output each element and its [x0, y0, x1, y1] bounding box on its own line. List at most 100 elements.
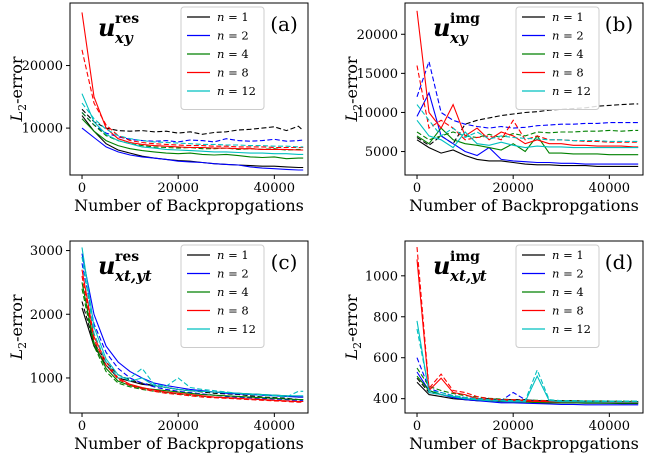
legend-box	[515, 6, 600, 110]
x-tick-label: 0	[78, 419, 86, 434]
panel-label: (b)	[605, 12, 633, 36]
y-tick-label: 15000	[357, 67, 398, 82]
axes-frame	[69, 2, 309, 176]
series-line	[81, 275, 304, 403]
legend-label: n = 4	[217, 47, 249, 61]
x-tick-label: 20000	[493, 419, 534, 434]
y-tick-label: 10000	[357, 106, 398, 121]
legend-label: n = 8	[552, 66, 584, 80]
x-tick-label: 40000	[254, 419, 295, 434]
series-line	[416, 320, 639, 403]
panel-title-sup: res	[115, 249, 139, 265]
series-line	[416, 371, 639, 406]
series-line	[81, 269, 304, 403]
series-line	[81, 49, 304, 149]
series-line	[416, 328, 639, 402]
legend-label: n = 4	[552, 47, 584, 61]
y-tick-label: 1000	[365, 269, 398, 284]
legend-label: n = 4	[552, 285, 584, 299]
panel-title: u	[98, 251, 115, 280]
y-tick-label: 800	[373, 310, 398, 325]
series-group	[81, 247, 304, 403]
y-tick-label: 5000	[365, 145, 398, 160]
x-axis-label: Number of Backpropgations	[409, 434, 639, 453]
panel-title-sub: xt,yt	[449, 267, 487, 285]
legend-label: n = 1	[552, 10, 584, 24]
series-line	[416, 139, 639, 167]
series-line	[81, 263, 304, 401]
panel-title-sub: xy	[449, 29, 469, 47]
series-group	[416, 247, 639, 406]
series-line	[416, 10, 639, 148]
series-line	[416, 119, 639, 149]
y-axis-label: L2-error	[342, 294, 364, 360]
legend-label: n = 8	[217, 66, 249, 80]
panel-title: u	[433, 13, 450, 42]
legend-box	[180, 244, 265, 348]
series-line	[81, 12, 304, 151]
panel-label: (c)	[271, 250, 298, 274]
panel-title-sub: xy	[114, 29, 134, 47]
legend-box	[515, 244, 600, 348]
legend-box	[180, 6, 265, 110]
x-axis-label: Number of Backpropgations	[74, 434, 304, 453]
series-line	[416, 59, 639, 129]
series-line	[81, 112, 304, 143]
axes-frame	[404, 2, 644, 176]
panel-title-sup: img	[450, 11, 480, 27]
axes-frame	[404, 240, 644, 414]
series-line	[416, 247, 639, 403]
x-axis-label: Number of Backpropgations	[74, 196, 304, 215]
legend-label: n = 8	[552, 304, 584, 318]
series-line	[81, 282, 304, 401]
y-axis-label: L2-error	[7, 56, 29, 122]
y-tick-label: 600	[373, 351, 398, 366]
legend-label: n = 12	[552, 322, 591, 336]
y-tick-label: 1000	[30, 371, 63, 386]
series-line	[81, 247, 304, 397]
legend-label: n = 2	[552, 29, 584, 43]
y-tick-label: 10000	[22, 122, 63, 137]
panel-title: u	[98, 13, 115, 42]
series-line	[81, 108, 304, 135]
legend-label: n = 8	[217, 304, 249, 318]
series-line	[416, 129, 639, 141]
y-tick-label: 400	[373, 392, 398, 407]
series-line	[81, 115, 304, 169]
series-line	[81, 102, 304, 148]
y-axis-label: L2-error	[7, 294, 29, 360]
x-tick-label: 0	[413, 419, 421, 434]
panel-title-sub: xt,yt	[114, 267, 152, 285]
x-tick-label: 40000	[254, 181, 295, 196]
x-tick-label: 0	[413, 181, 421, 196]
legend-label: n = 1	[217, 10, 249, 24]
x-tick-label: 40000	[589, 419, 630, 434]
legend-label: n = 12	[217, 322, 256, 336]
legend-label: n = 1	[552, 248, 584, 262]
series-group	[81, 12, 304, 171]
series-line	[81, 93, 304, 155]
y-axis-label: L2-error	[342, 56, 364, 122]
series-line	[81, 127, 304, 171]
series-line	[81, 256, 304, 398]
panel-title-sup: img	[450, 249, 480, 265]
x-tick-label: 20000	[158, 419, 199, 434]
series-line	[81, 118, 304, 160]
legend-label: n = 2	[217, 267, 249, 281]
axes-frame	[69, 240, 309, 414]
legend-label: n = 4	[217, 285, 249, 299]
chart-panel: 0 20000 40000 1000 2000 3000 Number of Backpro…	[7, 240, 309, 453]
legend-label: n = 12	[217, 84, 256, 98]
series-line	[416, 65, 639, 143]
y-tick-label: 20000	[357, 28, 398, 43]
x-tick-label: 20000	[158, 181, 199, 196]
y-tick-label: 2000	[30, 308, 63, 323]
series-line	[416, 357, 639, 403]
panel-title-sup: res	[115, 11, 139, 27]
y-tick-label: 20000	[22, 59, 63, 74]
series-line	[416, 367, 639, 402]
series-group	[416, 10, 639, 167]
y-tick-label: 3000	[30, 244, 63, 259]
